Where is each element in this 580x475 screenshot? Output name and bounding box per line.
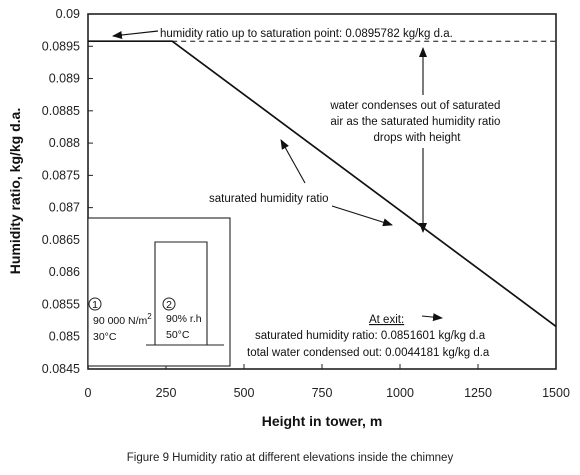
series-layer [88,40,557,328]
point-1-marker [88,297,102,311]
figure-caption: Figure 9 Humidity ratio at different ele… [126,452,454,464]
pressure-exponent: 2 [147,312,152,321]
condense-line-2: air as the saturated humidity ratio [330,116,500,128]
humidity-chart: 0.0845 0.085 0.0855 0.086 0.0865 0.087 0.0875 0… [7,7,570,429]
exit-condensed-text: total water condensed out: 0.0044181 kg/… [247,347,490,359]
point-1-label: 1 [92,299,98,311]
chimney-outline [154,241,208,345]
y-tick-label: 0.0865 [42,233,80,247]
x-tick-label: 250 [156,386,177,400]
exit-heading: At exit: [369,314,404,326]
label-arrow-right [331,205,393,227]
y-tick-label: 0.0875 [42,168,80,182]
x-axis-title: Height in tower, m [262,413,383,429]
condense-line-1: water condenses out of saturated [329,100,500,112]
point-2-label: 2 [166,299,172,311]
saturation-annotation: humidity ratio up to saturation point: 0… [160,28,453,40]
annotation-arrows [112,30,443,322]
y-axis-title: Humidity ratio, kg/kg d.a. [7,108,23,274]
y-axis-ticks: 0.0845 0.085 0.0855 0.086 0.0865 0.087 0.0875 0… [42,7,93,376]
y-tick-label: 0.0885 [42,104,80,118]
y-tick-label: 0.089 [49,72,80,86]
series-label: saturated humidity ratio [209,193,329,205]
x-axis-ticks: 0 250 500 750 1000 1250 1500 [85,364,570,400]
inset-temp-2: 50°C [166,329,190,341]
pressure-value: 90 000 N/m [93,315,148,327]
y-tick-label: 0.09 [56,7,80,21]
x-tick-label: 1250 [464,386,492,400]
label-arrow-up [280,139,306,184]
y-tick-label: 0.0895 [42,39,80,53]
inset-pressure: 90 000 N/m2 [93,312,152,327]
y-tick-label: 0.087 [49,201,80,215]
y-tick-label: 0.0855 [42,297,80,311]
x-tick-label: 0 [85,386,92,400]
inset-temp-1: 30°C [93,331,117,343]
inset-diagram: 1 2 90 000 N/m2 30°C 90% r.h 50°C [87,217,231,367]
saturation-arrow [112,30,159,39]
condense-annotation: water condenses out of saturated air as … [329,100,503,144]
exit-ratio-text: saturated humidity ratio: 0.0851601 kg/k… [255,330,486,342]
x-tick-label: 1500 [542,386,570,400]
y-tick-label: 0.088 [49,136,80,150]
x-tick-label: 500 [234,386,255,400]
y-tick-label: 0.085 [49,330,80,344]
inset-rh: 90% r.h [166,313,202,325]
point-2-marker [162,297,176,311]
inset-frame [87,217,231,367]
x-tick-label: 750 [312,386,333,400]
y-tick-label: 0.086 [49,265,80,279]
exit-arrow [421,313,443,322]
y-tick-label: 0.0845 [42,362,80,376]
condense-line-3: drops with height [374,132,462,144]
x-tick-label: 1000 [386,386,414,400]
